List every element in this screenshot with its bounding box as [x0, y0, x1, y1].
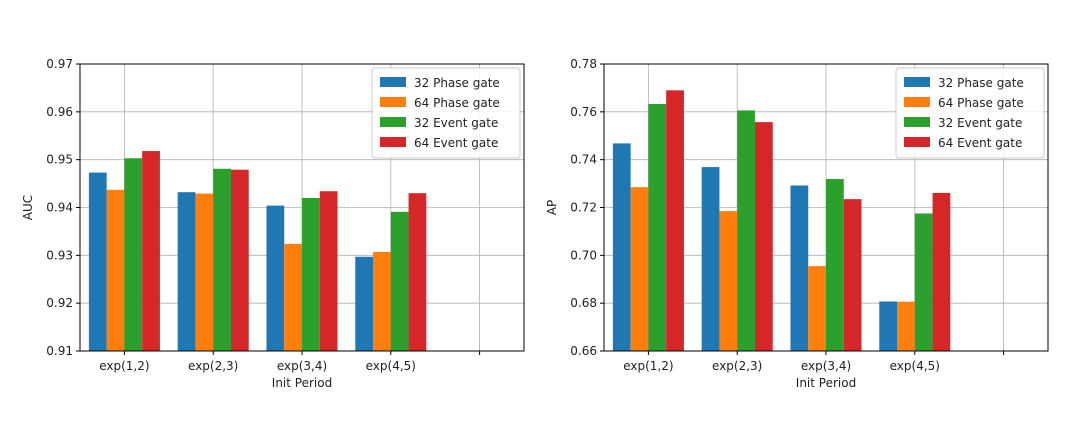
y-tick-label: 0.72: [570, 201, 597, 215]
bar-32-event-gate-0: [648, 103, 667, 352]
bar-32-phase-gate-3: [355, 256, 374, 351]
x-tick-label: exp(3,4): [277, 359, 327, 373]
bar-32-event-gate-1: [737, 110, 755, 351]
legend: 32 Phase gate 64 Phase gate 32 Event gate 6…: [371, 67, 521, 159]
legend-label: 32 Phase gate: [938, 76, 1024, 90]
y-tick-label: 0.70: [570, 248, 597, 262]
bar-32-event-gate-3: [390, 211, 409, 351]
bars: [88, 151, 427, 351]
legend-label: 32 Event gate: [938, 116, 1022, 130]
x-axis-label: Init Period: [796, 376, 856, 390]
y-axis-label: AUC: [21, 195, 35, 220]
bar-64-phase-gate-0: [106, 189, 125, 351]
legend-box: [895, 67, 1045, 159]
y-tick-label: 0.95: [46, 153, 73, 167]
y-tick-label: 0.78: [570, 57, 597, 71]
y-tick-label: 0.92: [46, 296, 73, 310]
bar-64-event-gate-1: [754, 122, 773, 352]
legend-label: 64 Event gate: [414, 136, 498, 150]
y-tick-label: 0.91: [46, 344, 73, 358]
y-tick-label: 0.68: [570, 296, 597, 310]
legend-swatch: [380, 77, 406, 87]
legend-swatch: [904, 77, 930, 87]
bar-32-phase-gate-2: [790, 185, 809, 351]
legend-swatch: [380, 117, 406, 127]
y-axis-label: AP: [545, 200, 559, 215]
y-tick-label: 0.74: [570, 153, 597, 167]
legend-label: 64 Phase gate: [938, 96, 1024, 110]
x-tick-label: exp(2,3): [712, 359, 762, 373]
chart-panel-1: 0.91 0.92 0.93 0.94 0.95 0.96 0.97 exp(1,2) exp(…: [21, 57, 525, 390]
bars: [612, 90, 951, 352]
x-tick-label: exp(4,5): [890, 359, 940, 373]
bar-32-phase-gate-3: [879, 301, 898, 351]
legend-box: [371, 67, 521, 159]
legend-label: 32 Event gate: [414, 116, 498, 130]
bar-32-event-gate-2: [302, 197, 320, 351]
x-tick-label: exp(4,5): [366, 359, 416, 373]
bar-64-event-gate-1: [230, 169, 249, 351]
legend-label: 64 Phase gate: [414, 96, 500, 110]
y-tick-label: 0.66: [570, 344, 597, 358]
x-tick-label: exp(2,3): [188, 359, 238, 373]
y-tick-label: 0.94: [46, 201, 73, 215]
bar-64-event-gate-2: [319, 191, 338, 351]
legend-swatch: [904, 97, 930, 107]
bar-64-event-gate-0: [666, 90, 684, 351]
y-tick-label: 0.96: [46, 105, 73, 119]
chart-panel-2: 0.66 0.68 0.70 0.72 0.74 0.76 0.78 exp(1,2) exp(…: [545, 57, 1049, 390]
bar-32-event-gate-1: [213, 168, 231, 351]
legend-swatch: [904, 117, 930, 127]
bar-64-event-gate-3: [408, 193, 427, 351]
legend-label: 32 Phase gate: [414, 76, 500, 90]
bar-64-phase-gate-2: [284, 243, 302, 351]
bar-64-phase-gate-1: [719, 211, 738, 351]
legend-swatch: [904, 137, 930, 147]
bar-32-event-gate-3: [914, 213, 933, 351]
legend-label: 64 Event gate: [938, 136, 1022, 150]
bar-32-event-gate-2: [826, 179, 844, 351]
bar-64-event-gate-3: [932, 192, 951, 351]
y-tick-label: 0.97: [46, 57, 73, 71]
bar-64-phase-gate-1: [195, 193, 214, 351]
y-tick-label: 0.76: [570, 105, 597, 119]
bar-32-phase-gate-2: [266, 205, 285, 351]
x-axis-label: Init Period: [272, 376, 332, 390]
legend: 32 Phase gate 64 Phase gate 32 Event gate 6…: [895, 67, 1045, 159]
bar-64-event-gate-2: [843, 199, 862, 351]
bar-64-phase-gate-3: [373, 251, 391, 351]
x-tick-label: exp(1,2): [99, 359, 149, 373]
bar-32-phase-gate-0: [88, 172, 107, 351]
y-tick-label: 0.93: [46, 248, 73, 262]
legend-swatch: [380, 97, 406, 107]
legend-swatch: [380, 137, 406, 147]
bar-32-phase-gate-0: [612, 143, 631, 351]
bar-64-phase-gate-0: [630, 187, 649, 351]
bar-64-phase-gate-2: [808, 266, 826, 351]
x-tick-label: exp(1,2): [623, 359, 673, 373]
bar-32-phase-gate-1: [701, 167, 720, 351]
bar-32-event-gate-0: [124, 158, 143, 351]
x-tick-label: exp(3,4): [801, 359, 851, 373]
bar-64-event-gate-0: [142, 151, 160, 351]
bar-64-phase-gate-3: [897, 301, 915, 351]
bar-32-phase-gate-1: [177, 192, 196, 351]
